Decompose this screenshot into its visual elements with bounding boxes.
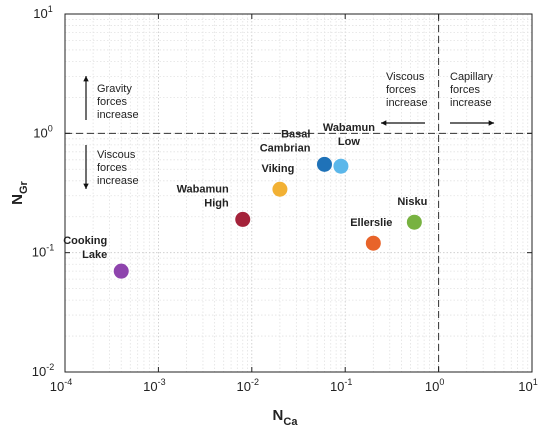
x-tick-label: 101 bbox=[518, 377, 537, 394]
data-point-label: Low bbox=[338, 136, 360, 148]
x-axis-label: NCa bbox=[273, 407, 299, 428]
gravity-arrow-head bbox=[83, 76, 89, 82]
y-axis-label-main: N bbox=[9, 194, 26, 205]
grid bbox=[65, 14, 532, 372]
x-axis-label-sub: Ca bbox=[283, 416, 298, 428]
data-point-label: Cooking bbox=[63, 235, 107, 247]
x-axis-label-main: N bbox=[273, 407, 284, 424]
viscous-left-arrow-head bbox=[381, 120, 387, 126]
capillary-annotation: Capillary bbox=[450, 71, 493, 83]
y-tick-label: 100 bbox=[33, 123, 52, 140]
y-tick-label: 10-2 bbox=[32, 362, 54, 379]
y-axis-label: NGr bbox=[9, 180, 30, 204]
data-point-label: Basal bbox=[281, 128, 310, 140]
data-point bbox=[333, 158, 349, 174]
viscous-left-annotation: increase bbox=[386, 97, 428, 109]
data-point-label: Wabamun bbox=[177, 183, 229, 195]
y-tick-label: 101 bbox=[33, 4, 52, 21]
data-point-label: Viking bbox=[262, 163, 295, 175]
data-point-label: High bbox=[204, 197, 229, 209]
x-tick-label: 10-4 bbox=[50, 377, 72, 394]
data-point-label: Cambrian bbox=[260, 142, 311, 154]
y-axis-label-sub: Gr bbox=[18, 180, 30, 194]
x-tick-label: 10-2 bbox=[237, 377, 259, 394]
viscous-left-annotation: Viscous bbox=[386, 71, 425, 83]
data-point-label: Ellerslie bbox=[350, 217, 392, 229]
gravity-arrow bbox=[83, 76, 89, 120]
annotations: GravityforcesincreaseViscousforcesincrea… bbox=[83, 71, 494, 189]
gravity-annotation: Gravity bbox=[97, 83, 132, 95]
capillary-arrow bbox=[450, 120, 494, 126]
y-tick-labels: 10-2 10-1 100 101 bbox=[32, 4, 532, 379]
viscous-down-annotation: Viscous bbox=[97, 149, 136, 161]
gravity-annotation: increase bbox=[97, 109, 139, 121]
viscous-left-annotation: forces bbox=[386, 84, 416, 96]
data-point bbox=[316, 156, 332, 172]
data-point bbox=[365, 235, 381, 251]
viscous-down-arrow-head bbox=[83, 183, 89, 189]
viscous-down-annotation: forces bbox=[97, 162, 127, 174]
x-tick-labels: 10-4 10-3 10-2 10-1 100 101 bbox=[50, 14, 538, 394]
y-tick-label: 10-1 bbox=[32, 243, 54, 260]
x-tick-label: 10-1 bbox=[330, 377, 352, 394]
capillary-annotation: increase bbox=[450, 97, 492, 109]
data-point bbox=[406, 214, 422, 230]
capillary-annotation: forces bbox=[450, 84, 480, 96]
plot-frame bbox=[64, 13, 533, 373]
data-point bbox=[113, 263, 129, 279]
reference-lines bbox=[65, 14, 532, 372]
viscous-down-arrow bbox=[83, 145, 89, 189]
data-point-label: Wabamun bbox=[323, 122, 375, 134]
data-point bbox=[272, 181, 288, 197]
data-point bbox=[235, 211, 251, 227]
data-point-label: Nisku bbox=[397, 196, 427, 208]
data-points: Cooking Lake Wabamun High Viking Basal Cambria… bbox=[63, 122, 427, 279]
x-tick-label: 100 bbox=[425, 377, 444, 394]
viscous-left-arrow bbox=[381, 120, 425, 126]
viscous-down-annotation: increase bbox=[97, 175, 139, 187]
x-tick-label: 10-3 bbox=[143, 377, 165, 394]
data-point-label: Lake bbox=[82, 249, 107, 261]
gravity-annotation: forces bbox=[97, 96, 127, 108]
capillary-arrow-head bbox=[488, 120, 494, 126]
